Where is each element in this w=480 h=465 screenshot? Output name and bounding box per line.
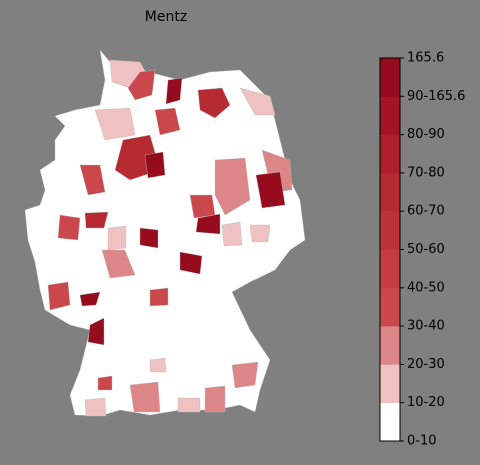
district (94, 107, 136, 141)
colorbar-tick-label: 20-30 (407, 357, 445, 372)
colorbar-segment (380, 96, 400, 135)
colorbar-tick-label: 0-10 (407, 434, 437, 449)
district (129, 381, 161, 413)
colorbar-tick-label: 90-165.6 (407, 89, 465, 104)
district (221, 221, 243, 247)
germany-map (24, 49, 306, 417)
colorbar-segment (380, 211, 400, 250)
district (127, 69, 156, 101)
colorbar-segment (380, 134, 400, 174)
district (197, 87, 231, 119)
district (79, 164, 106, 196)
colorbar-tick-label: 70-80 (407, 165, 445, 180)
district (165, 77, 183, 105)
district (177, 397, 201, 413)
district (107, 225, 127, 251)
colorbar-tick-label: 50-60 (407, 242, 445, 257)
colorbar-segment (380, 364, 400, 403)
colorbar-tick-label: 80-90 (407, 127, 445, 142)
colorbar-tick-label: 60-70 (407, 204, 445, 219)
district (144, 151, 166, 179)
colorbar-segment (380, 287, 400, 327)
map-title: Mentz (145, 9, 187, 25)
colorbar-segment (380, 172, 400, 212)
colorbar-tick-label: 40-50 (407, 280, 445, 295)
district (97, 375, 113, 391)
colorbar: 0-10 10-20 20-30 30-40 40-50 50-60 60-70 70-80 8… (379, 51, 465, 449)
colorbar-tick-label: 165.6 (407, 51, 444, 66)
colorbar-segment (380, 326, 400, 365)
colorbar-tick-label: 30-40 (407, 319, 445, 334)
district (214, 157, 251, 216)
district (47, 281, 71, 311)
colorbar-segment (380, 402, 400, 442)
district (179, 251, 203, 275)
district (57, 214, 81, 241)
district (249, 224, 271, 243)
district (154, 107, 181, 136)
district (84, 397, 107, 417)
district (101, 249, 136, 279)
district (231, 361, 259, 389)
district (149, 357, 167, 373)
district (79, 291, 101, 307)
district (139, 227, 159, 249)
district (239, 87, 276, 116)
district (149, 287, 169, 307)
district (84, 211, 109, 229)
district (189, 194, 216, 219)
colorbar-segment (380, 249, 400, 289)
colorbar-tick-label: 10-20 (407, 395, 445, 410)
colorbar-segment (380, 58, 400, 97)
district (87, 317, 105, 346)
district (255, 171, 286, 209)
district (195, 213, 221, 235)
district (204, 385, 226, 413)
